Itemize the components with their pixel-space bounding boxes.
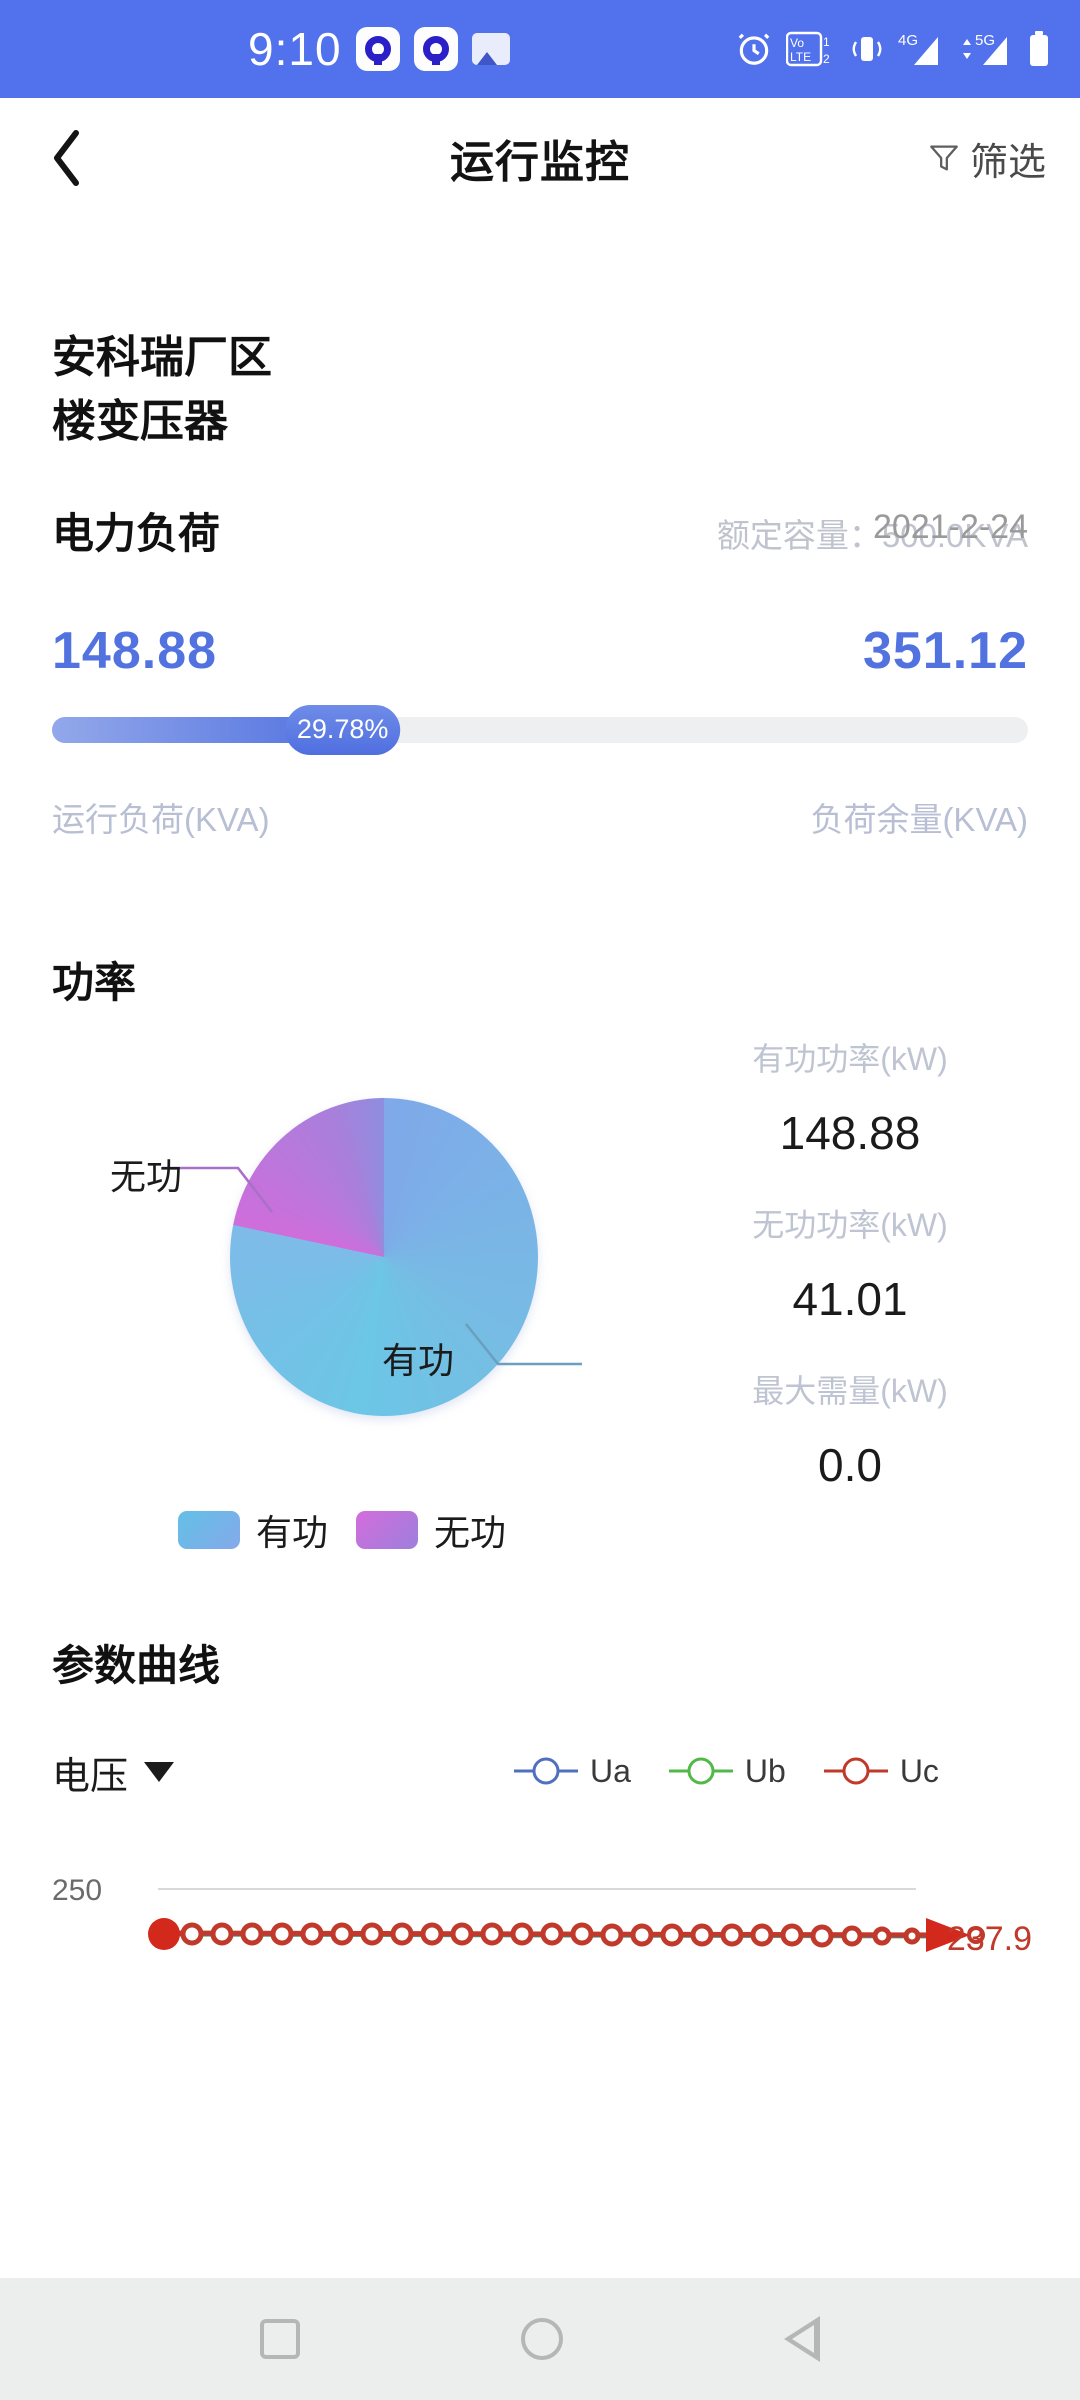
signal-5g-icon: 5G	[957, 29, 1013, 69]
curve-type-dropdown[interactable]: 电压	[52, 1745, 175, 1800]
series-marker-icon	[823, 1757, 888, 1785]
metric-label: 有功功率(kW)	[752, 1040, 948, 1077]
filter-button[interactable]: 筛选	[927, 131, 1046, 186]
metric-label: 无功功率(kW)	[752, 1206, 948, 1243]
pie-leader-line-reactive	[162, 1166, 274, 1213]
app-circle-icon	[413, 27, 458, 71]
load-labels: 运行负荷(KVA) 负荷余量(KVA)	[52, 793, 1028, 841]
status-time: 9:10	[248, 23, 342, 75]
legend-item-reactive[interactable]: 无功	[356, 1504, 506, 1556]
svg-text:2: 2	[823, 52, 830, 66]
power-section-title: 功率	[52, 958, 137, 1006]
status-bar: 9:10 Vo LTE 1 2 4G	[0, 0, 1080, 98]
square-icon[interactable]	[260, 2319, 301, 2359]
svg-text:1: 1	[823, 35, 830, 49]
y-axis-tick: 250	[52, 1873, 103, 1907]
legend-label-reactive: 无功	[434, 1511, 507, 1553]
app-circle-icon	[355, 27, 400, 71]
page-title: 运行监控	[450, 138, 630, 187]
android-nav-bar	[0, 2278, 1080, 2400]
alarm-icon	[735, 30, 773, 68]
curve-controls: 电压 Ua Ub	[52, 1745, 1028, 1800]
svg-text:4G: 4G	[898, 32, 918, 49]
legend-swatch-reactive	[356, 1510, 419, 1549]
device-name: 安科瑞厂区 楼变压器	[52, 218, 482, 454]
metric-value: 148.88	[779, 1106, 921, 1159]
legend-item-active[interactable]: 有功	[178, 1504, 328, 1556]
device-name-line2: 楼变压器	[52, 396, 228, 446]
metric-value: 41.01	[792, 1272, 908, 1325]
battery-icon	[1026, 29, 1052, 69]
curve-legend-label: Ua	[590, 1752, 631, 1789]
pie-chart[interactable]: 无功 有功 有功 无功	[52, 1020, 672, 1553]
metric-label: 最大需量(kW)	[752, 1372, 948, 1409]
volte-icon: Vo LTE 1 2	[786, 30, 836, 68]
back-button[interactable]	[12, 103, 122, 213]
chart-series	[148, 1917, 985, 1952]
load-section-title: 电力负荷	[52, 509, 221, 557]
circle-icon[interactable]	[520, 2318, 563, 2360]
funnel-icon	[930, 145, 958, 171]
chart-end-value: 237.9	[946, 1919, 1032, 1958]
device-name-line1: 安科瑞厂区	[52, 333, 272, 382]
curve-legend-item-ua[interactable]: Ua	[512, 1753, 631, 1790]
status-bar-right: Vo LTE 1 2 4G 5G	[735, 29, 1052, 69]
load-margin-value: 351.12	[862, 621, 1028, 680]
status-bar-left: 9:10	[248, 22, 510, 76]
chevron-left-icon	[54, 130, 79, 186]
svg-text:LTE: LTE	[790, 50, 811, 64]
pie-leader-line-active	[464, 1322, 582, 1365]
main-content: 安科瑞厂区 楼变压器 2021-2-24 电力负荷 额定容量：500.0KVA …	[0, 218, 1080, 2278]
running-load-value: 148.88	[52, 621, 218, 680]
legend-label-active: 有功	[256, 1511, 329, 1553]
svg-text:5G: 5G	[975, 32, 995, 49]
series-marker-icon	[668, 1757, 733, 1785]
vibrate-icon	[849, 30, 885, 68]
photo-icon	[471, 33, 510, 65]
metric-reactive-power: 无功功率(kW) 41.01	[672, 1200, 1028, 1326]
load-margin-label: 负荷余量(KVA)	[810, 800, 1028, 838]
metric-value: 0.0	[818, 1438, 882, 1491]
power-body: 无功 有功 有功 无功 有功功	[52, 1020, 1028, 1553]
filter-label: 筛选	[969, 141, 1046, 184]
pie-graphic	[230, 1097, 538, 1416]
voltage-chart[interactable]: 250	[52, 1873, 1032, 1994]
metric-active-power: 有功功率(kW) 148.88	[672, 1034, 1028, 1160]
curve-legend-label: Uc	[899, 1752, 939, 1789]
chart-gridline	[158, 1887, 916, 1890]
running-load-label: 运行负荷(KVA)	[52, 800, 270, 838]
curve-legend-item-uc[interactable]: Uc	[822, 1753, 939, 1790]
curve-section-title: 参数曲线	[52, 1641, 221, 1689]
app-header: 运行监控 筛选	[0, 98, 1080, 218]
series-marker-icon	[514, 1757, 578, 1785]
triangle-left-icon[interactable]	[783, 2316, 820, 2362]
pie-label-active: 有功	[382, 1339, 455, 1381]
curve-legend-item-ub[interactable]: Ub	[667, 1753, 786, 1790]
legend-swatch-active	[178, 1510, 240, 1549]
power-metrics: 有功功率(kW) 148.88 无功功率(kW) 41.01 最大需量(kW) …	[672, 1020, 1028, 1492]
load-section-header: 电力负荷 额定容量：500.0KVA	[52, 500, 1028, 561]
metric-max-demand: 最大需量(kW) 0.0	[672, 1366, 1028, 1492]
load-progress-bar[interactable]: 29.78%	[52, 704, 1028, 755]
rated-capacity-label: 额定容量：500.0KVA	[716, 516, 1028, 554]
signal-4g-icon: 4G	[898, 29, 944, 69]
curve-legend: Ua Ub Uc	[512, 1753, 939, 1790]
progress-percent-badge: 29.78%	[284, 704, 401, 755]
curve-type-value: 电压	[52, 1755, 129, 1798]
caret-down-icon	[144, 1762, 175, 1783]
load-values: 148.88 351.12	[52, 621, 1028, 681]
svg-text:Vo: Vo	[790, 36, 804, 50]
pie-label-reactive: 无功	[110, 1155, 183, 1197]
curve-legend-label: Ub	[744, 1752, 786, 1789]
pie-legend: 有功 无功	[178, 1504, 506, 1556]
date-label: 2021-2-24	[872, 508, 1028, 546]
